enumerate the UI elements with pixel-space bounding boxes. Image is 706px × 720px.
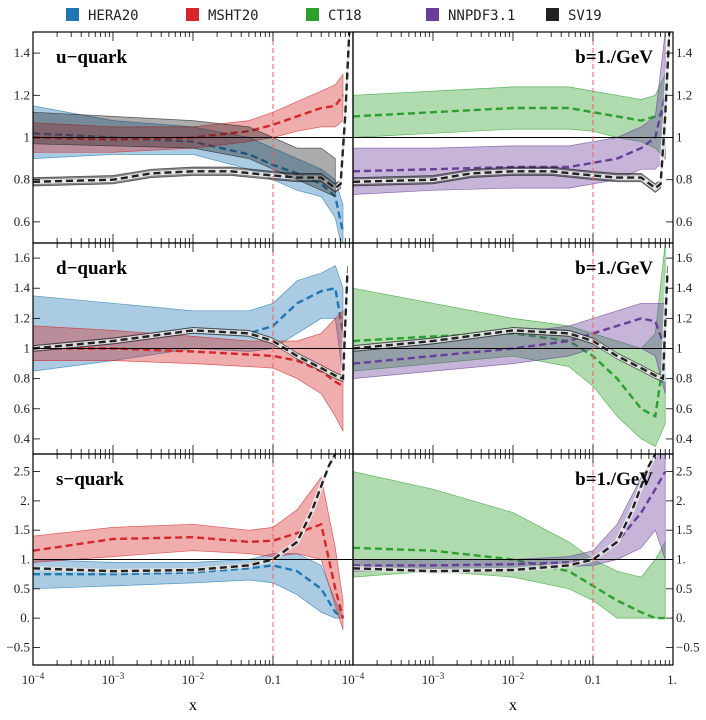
legend-label-hera20: HERA20	[88, 8, 139, 24]
panel-frame	[352, 453, 674, 666]
band-sv19-band	[33, 111, 336, 198]
band-ct18	[353, 471, 666, 619]
legend-item-ct18: CT18	[306, 8, 362, 24]
legend-swatch-sv19	[546, 8, 559, 21]
y-tick-label: −0.5	[676, 639, 700, 654]
x-axis-title: x	[509, 697, 517, 714]
x-tick-label: 10−2	[502, 671, 525, 687]
line-hera20	[33, 564, 344, 620]
x-tick-label: 10−4	[342, 671, 365, 687]
y-tick-label: 0.5	[14, 581, 30, 596]
x-tick-label: 0.1	[585, 672, 601, 687]
x-tick-label: 10−4	[22, 671, 45, 687]
panel-label-b-bottom: b=1./GeV	[575, 469, 653, 490]
y-tick-label: 1.	[676, 552, 686, 567]
panel-label-s-quark: s−quark	[56, 469, 124, 490]
y-tick-label: 1.2	[14, 87, 30, 102]
legend-swatch-ct18	[306, 8, 319, 21]
y-tick-label: 1.6	[676, 250, 693, 265]
x-tick-label: 1.	[667, 672, 677, 687]
band-hera20	[33, 553, 344, 619]
plot-area	[33, 32, 352, 243]
plot-area	[353, 32, 672, 195]
y-tick-label: 1.4	[14, 45, 31, 60]
legend-label-msht20: MSHT20	[208, 8, 259, 24]
y-tick-label: 0.6	[676, 401, 693, 416]
panel-u-quark-left: 0.6 0.8 1 1.2 1.4	[14, 31, 354, 244]
y-tick-label: 0.6	[676, 214, 693, 229]
y-tick-label: 0.	[676, 610, 686, 625]
y-tick-label: 1.5	[676, 522, 692, 537]
line-nnpdf3-1	[353, 95, 667, 173]
x-axis-title: x	[189, 697, 197, 714]
line-sv19	[353, 454, 657, 573]
y-tick-label: 0.4	[14, 431, 31, 446]
y-tick-label: 2.	[20, 493, 30, 508]
y-tick-label: −0.5	[6, 639, 30, 654]
y-tick-label: 0.6	[14, 401, 31, 416]
legend-swatch-msht20	[186, 8, 199, 21]
panel-u-quark-right: 0.6 0.8 1 1.2 1.4	[352, 31, 693, 244]
plot-area	[33, 454, 345, 630]
x-axis-right: 10−4 10−3 10−2 0.1 1. x	[342, 671, 677, 714]
x-tick-label: 10−3	[102, 671, 125, 687]
line-ct18	[353, 106, 666, 122]
y-tick-label: 0.5	[676, 581, 692, 596]
y-tick-label: 1.4	[14, 280, 31, 295]
line-sv19	[353, 32, 671, 190]
panel-d-quark-right: 0.4 0.6 0.8 1 1.2 1.4 1.6	[352, 242, 693, 455]
line-msht20	[33, 347, 344, 388]
legend-label-ct18: CT18	[328, 8, 362, 24]
line-msht20	[33, 94, 344, 141]
y-tick-label: 2.5	[14, 464, 30, 479]
x-tick-label: 0.1	[265, 672, 281, 687]
legend-label-sv19: SV19	[568, 8, 602, 24]
y-tick-label: 1.2	[676, 310, 692, 325]
legend-item-nnpdf31: NNPDF3.1	[426, 8, 515, 24]
y-tick-label: 2.5	[676, 464, 692, 479]
y-tick-label: 0.8	[676, 172, 692, 187]
y-tick-label: 0.8	[14, 371, 30, 386]
y-tick-label: 1.5	[14, 522, 30, 537]
x-axis-left: 10−4 10−3 10−2 0.1 x	[22, 671, 281, 714]
y-tick-label: 1.2	[14, 310, 30, 325]
y-tick-label: 1	[24, 341, 31, 356]
panel-label-b-top: b=1./GeV	[575, 47, 653, 68]
y-tick-label: 1.2	[676, 87, 692, 102]
y-tick-label: 0.	[20, 610, 30, 625]
y-tick-label: 1.4	[676, 280, 693, 295]
panel-label-u-quark: u−quark	[56, 47, 127, 68]
legend-swatch-nnpdf31	[426, 8, 439, 21]
panel-label-d-quark: d−quark	[56, 258, 127, 279]
x-tick-label: 10−2	[182, 671, 205, 687]
legend-item-hera20: HERA20	[66, 8, 139, 24]
y-tick-label: 0.6	[14, 214, 31, 229]
legend: HERA20 MSHT20 CT18 NNPDF3.1 SV19	[66, 8, 602, 24]
y-tick-label: 0.8	[14, 172, 30, 187]
x-tick-label: 10−3	[422, 671, 445, 687]
line-sv19	[33, 454, 337, 573]
panels: 0.6 0.8 1 1.2 1.4 0.6 0.8 1 1.2 1.4 0.4 0.6 0.8 1 1.2 1…	[6, 31, 700, 666]
y-tick-label: 1	[676, 130, 683, 145]
y-tick-label: 1	[24, 130, 31, 145]
panel-label-b-middle: b=1./GeV	[575, 258, 653, 279]
legend-label-nnpdf31: NNPDF3.1	[448, 8, 515, 24]
y-tick-label: 1.6	[14, 250, 31, 265]
y-tick-label: 1.	[20, 552, 30, 567]
y-tick-label: 2.	[676, 493, 686, 508]
panel-s-quark-right: −0.5 0. 0.5 1. 1.5 2. 2.5	[352, 453, 700, 666]
legend-item-sv19: SV19	[546, 8, 602, 24]
legend-item-msht20: MSHT20	[186, 8, 259, 24]
line-msht20	[33, 522, 345, 619]
legend-swatch-hera20	[66, 8, 79, 21]
y-tick-label: 0.4	[676, 431, 693, 446]
band-nnpdf3-1	[353, 32, 666, 195]
y-tick-label: 0.8	[676, 371, 692, 386]
band-msht20	[33, 476, 344, 630]
line-sv19	[33, 32, 351, 190]
y-tick-label: 1	[676, 341, 683, 356]
y-tick-label: 1.4	[676, 45, 693, 60]
